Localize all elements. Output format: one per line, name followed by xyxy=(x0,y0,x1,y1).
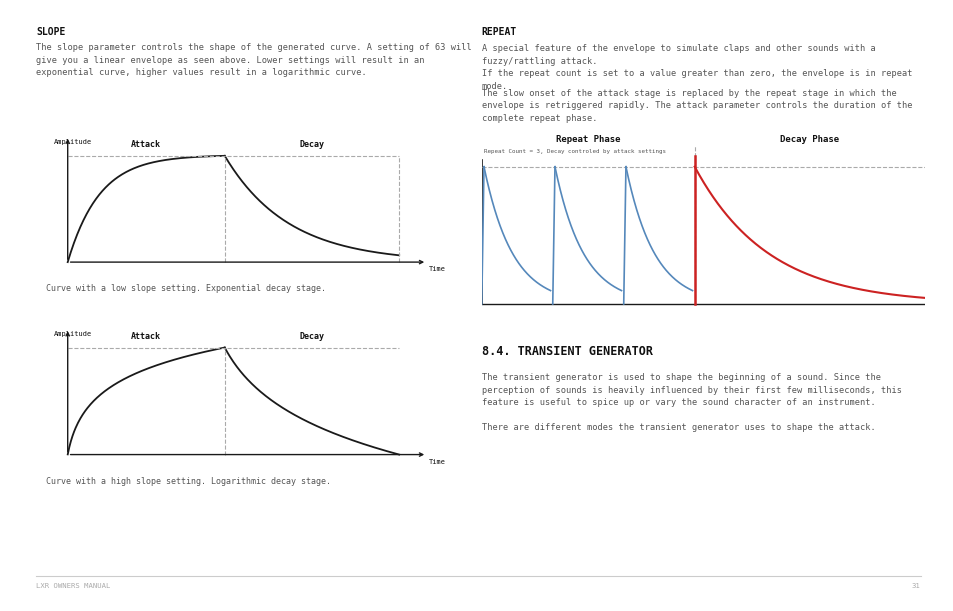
Text: Curve with a high slope setting. Logarithmic decay stage.: Curve with a high slope setting. Logarit… xyxy=(46,477,331,486)
Text: 8.4. TRANSIENT GENERATOR: 8.4. TRANSIENT GENERATOR xyxy=(481,345,652,358)
Text: Decay Phase: Decay Phase xyxy=(780,135,839,144)
Text: Attack: Attack xyxy=(132,332,161,341)
Text: The slope parameter controls the shape of the generated curve. A setting of 63 w: The slope parameter controls the shape o… xyxy=(36,43,472,78)
Text: SLOPE: SLOPE xyxy=(36,27,66,37)
Text: The transient generator is used to shape the beginning of a sound. Since the
per: The transient generator is used to shape… xyxy=(481,373,901,408)
Text: 31: 31 xyxy=(911,583,920,589)
Text: A special feature of the envelope to simulate claps and other sounds with a
fuzz: A special feature of the envelope to sim… xyxy=(481,44,875,66)
Text: Decay: Decay xyxy=(299,332,324,341)
Text: If the repeat count is set to a value greater than zero, the envelope is in repe: If the repeat count is set to a value gr… xyxy=(481,69,911,91)
Text: Curve with a low slope setting. Exponential decay stage.: Curve with a low slope setting. Exponent… xyxy=(46,284,326,293)
Text: Time: Time xyxy=(429,266,445,273)
Text: Repeat Phase: Repeat Phase xyxy=(556,135,619,144)
Text: Decay: Decay xyxy=(299,141,324,149)
Text: Amplitude: Amplitude xyxy=(53,139,91,145)
Text: Attack: Attack xyxy=(132,141,161,149)
Text: LXR OWNERS MANUAL: LXR OWNERS MANUAL xyxy=(36,583,111,589)
Text: There are different modes the transient generator uses to shape the attack.: There are different modes the transient … xyxy=(481,423,875,432)
Text: Amplitude: Amplitude xyxy=(53,332,91,337)
Text: Time: Time xyxy=(429,459,445,465)
Text: Repeat Count = 3, Decay controled by attack settings: Repeat Count = 3, Decay controled by att… xyxy=(483,149,665,154)
Text: REPEAT: REPEAT xyxy=(481,27,517,37)
Text: The slow onset of the attack stage is replaced by the repeat stage in which the
: The slow onset of the attack stage is re… xyxy=(481,89,911,123)
